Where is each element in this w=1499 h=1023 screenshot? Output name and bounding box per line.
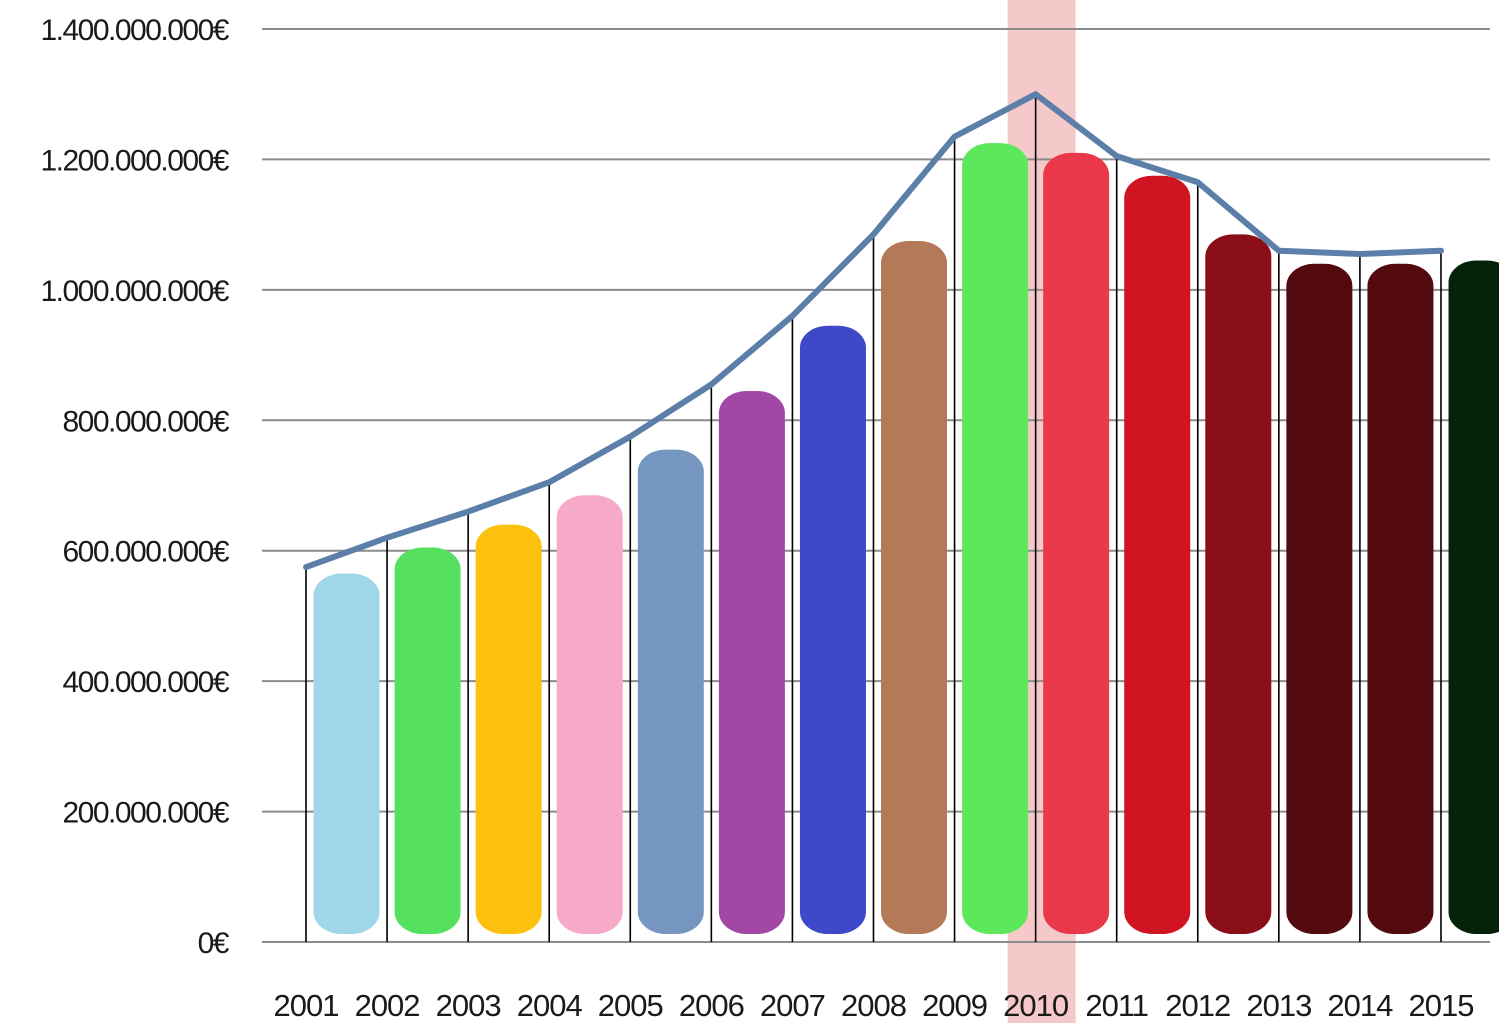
trend-line — [303, 91, 1444, 571]
x-tick-label-2005: 2005 — [598, 988, 663, 1023]
x-tick-label-2002: 2002 — [355, 988, 420, 1023]
y-tick-label: 800.000.000€ — [62, 405, 229, 438]
gridlines — [262, 28, 1490, 943]
bar-2001 — [313, 573, 380, 934]
x-tick-label-2014: 2014 — [1327, 988, 1393, 1023]
bar-2008 — [881, 240, 948, 935]
x-tick-label-2010: 2010 — [1003, 988, 1069, 1023]
x-axis-tick-labels: 2001 2002 2003 2004 2005 2006 2007 2008 2009 2010… — [274, 988, 1475, 1023]
bar-2005 — [637, 449, 704, 934]
x-tick-label-2007: 2007 — [760, 988, 825, 1023]
bars — [313, 143, 1499, 935]
bar-2015 — [1448, 260, 1499, 934]
bar-2009 — [962, 143, 1029, 934]
x-tick-label-2012: 2012 — [1165, 988, 1230, 1023]
y-tick-label: 400.000.000€ — [62, 666, 229, 699]
x-tick-label-2015: 2015 — [1408, 988, 1473, 1023]
trend-line-layer — [303, 91, 1444, 571]
x-tick-label-2009: 2009 — [922, 988, 987, 1023]
x-tick-label-2013: 2013 — [1246, 988, 1311, 1023]
bar-2014 — [1367, 263, 1434, 934]
y-axis-tick-labels: 0€ 200.000.000€ 400.000.000€ 600.000.000€ 80… — [40, 14, 231, 960]
bar-2012 — [1205, 234, 1272, 935]
bar-2002 — [394, 547, 461, 934]
bar-2003 — [475, 524, 542, 934]
x-tick-label-2011: 2011 — [1085, 988, 1148, 1023]
y-tick-label: 600.000.000€ — [62, 536, 229, 569]
bar-2010 — [1043, 152, 1110, 934]
y-tick-label: 200.000.000€ — [62, 797, 229, 830]
y-tick-label: 1.200.000.000€ — [40, 144, 229, 177]
bar-2006 — [718, 390, 785, 934]
category-dividers — [305, 94, 1442, 942]
y-tick-label: 1.400.000.000€ — [40, 14, 229, 47]
bar-2007 — [799, 325, 866, 935]
y-tick-label: 1.000.000.000€ — [40, 275, 229, 308]
bar-2011 — [1124, 175, 1191, 934]
x-tick-label-2008: 2008 — [841, 988, 906, 1023]
x-tick-label-2004: 2004 — [517, 988, 583, 1023]
x-tick-label-2001: 2001 — [274, 988, 339, 1023]
y-tick-label: 0€ — [198, 927, 230, 960]
bar-2004 — [556, 495, 623, 934]
x-tick-label-2003: 2003 — [436, 988, 501, 1023]
bar-2013 — [1286, 263, 1353, 934]
x-tick-label-2006: 2006 — [679, 988, 744, 1023]
